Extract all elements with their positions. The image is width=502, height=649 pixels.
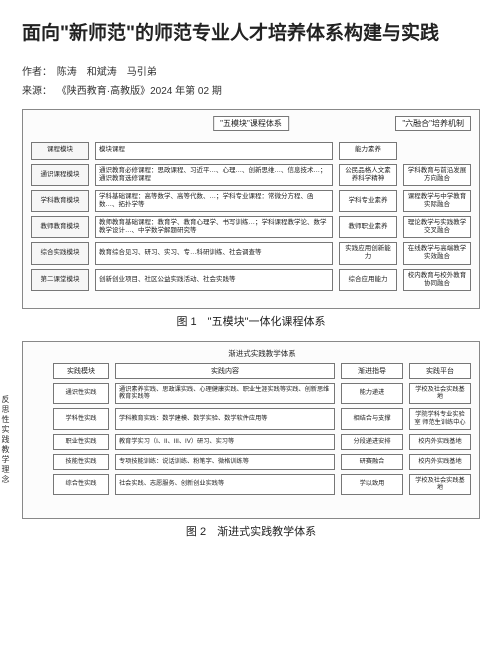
fig1-row-right: 学科教育与前沿发展方向融合 <box>403 164 471 186</box>
figure-2-box: 渐进式实践教学体系 实践模块 实践内容 渐进指导 实践平台 通识性实践通识素养实… <box>22 341 480 519</box>
fig2-row-c3: 学以致用 <box>341 474 403 496</box>
fig2-side-label: 反思性实践教学理念 <box>0 395 11 485</box>
fig1-row-c3: 公民品格人文素养科学精神 <box>339 164 397 186</box>
fig1-row-left: 教师教育模块 <box>31 216 89 238</box>
fig2-row-mid: 社会实践、志愿服务、创新创业实践等 <box>115 474 335 496</box>
fig2-row-right: 学院学科专业实验室 师范生训练中心 <box>409 408 471 430</box>
fig2-hdr-0: 实践模块 <box>53 363 109 379</box>
fig2-hdr-1: 实践内容 <box>115 363 335 379</box>
fig1-row-left: 第二课堂模块 <box>31 269 89 291</box>
source-label: 来源： <box>22 86 52 97</box>
fig1-row-mid: 学科基础课程：高等数学、高等代数、…；学科专业课程：常微分方程、函数…、拓扑学等 <box>95 190 333 212</box>
figure-2: 反思性实践教学理念 渐进式实践教学体系 实践模块 实践内容 渐进指导 实践平台 … <box>22 341 480 539</box>
fig1-row-mid: 教师教育基础课程：教育学、教育心理学、书写训练…；学科课程教学论、数学教学设计…… <box>95 216 333 238</box>
fig2-row-mid: 教育学实习（I、II、III、IV）研习、实习等 <box>115 434 335 450</box>
fig1-row-c3: 学科专业素养 <box>339 190 397 212</box>
fig1-row-c3: 综合应用能力 <box>339 269 397 291</box>
authors-value: 陈涛 和斌涛 马引弟 <box>57 67 157 78</box>
fig2-row-left: 技能性实践 <box>53 454 109 470</box>
fig1-row-mid: 教育综合见习、研习、实习、专…科研训练、社会调查等 <box>95 242 333 264</box>
page-title: 面向"新师范"的师范专业人才培养体系构建与实践 <box>22 20 480 49</box>
fig1-row-c3: 教师职业素养 <box>339 216 397 238</box>
fig2-row-right: 学校及社会实践基地 <box>409 474 471 496</box>
authors-line: 作者： 陈涛 和斌涛 马引弟 <box>22 63 480 78</box>
fig2-row-c3: 能力递进 <box>341 383 403 405</box>
fig2-row-left: 职业性实践 <box>53 434 109 450</box>
fig2-row-mid: 专项技能训练：说话训练、粉笔字、微格训练等 <box>115 454 335 470</box>
fig2-row-c3: 研赛融合 <box>341 454 403 470</box>
figure-1-box: "五模块"课程体系 "六融合"培养机制 课程模块模块课程能力素养通识课程模块通识… <box>22 109 480 309</box>
fig2-grid: 通识性实践通识素养实践、思政课实践、心理健康实践、职业生涯实践等实践、创新思维教… <box>53 383 471 496</box>
fig2-row-c3: 分段递进安排 <box>341 434 403 450</box>
fig2-row-mid: 学科教育实践：数学建模、数学实验、数学软件应用等 <box>115 408 335 430</box>
fig1-row-left: 课程模块 <box>31 142 89 160</box>
figure-1-caption: 图 1 "五模块"一体化课程体系 <box>22 313 480 329</box>
fig2-row-right: 校内外实践基地 <box>409 434 471 450</box>
figure-1: "五模块"课程体系 "六融合"培养机制 课程模块模块课程能力素养通识课程模块通识… <box>22 109 480 329</box>
fig2-header-row: 实践模块 实践内容 渐进指导 实践平台 <box>53 363 471 379</box>
fig1-row-left: 综合实践模块 <box>31 242 89 264</box>
fig1-row-left: 通识课程模块 <box>31 164 89 186</box>
fig1-row-c3: 能力素养 <box>339 142 397 160</box>
fig2-row-right: 学校及社会实践基地 <box>409 383 471 405</box>
fig1-row-right: 理论教学与实践教学交叉融合 <box>403 216 471 238</box>
fig1-grid: 课程模块模块课程能力素养通识课程模块通识教育必修课程：思政课程、习近平…、心理…… <box>31 142 471 291</box>
fig2-row-left: 学科性实践 <box>53 408 109 430</box>
fig2-row-c3: 相结合与支撑 <box>341 408 403 430</box>
fig2-row-right: 校内外实践基地 <box>409 454 471 470</box>
fig2-hdr-3: 实践平台 <box>409 363 471 379</box>
fig2-hdr-2: 渐进指导 <box>341 363 403 379</box>
fig1-row-mid: 模块课程 <box>95 142 333 160</box>
fig1-row-mid: 通识教育必修课程：思政课程、习近平…、心理…、创新思维…、信息技术…；通识教育选… <box>95 164 333 186</box>
fig1-header: "五模块"课程体系 "六融合"培养机制 <box>31 116 471 138</box>
source-value: 《陕西教育·高教版》2024 年第 02 期 <box>57 86 222 97</box>
fig1-row-right: 在线教学与高端教学实效融合 <box>403 242 471 264</box>
fig1-header-right: "六融合"培养机制 <box>395 116 471 131</box>
source-line: 来源： 《陕西教育·高教版》2024 年第 02 期 <box>22 82 480 97</box>
fig1-row-mid: 创新创业项目、社区公益实践活动、社会实践等 <box>95 269 333 291</box>
fig1-row-right: 课程教学与中学教育实际融合 <box>403 190 471 212</box>
authors-label: 作者： <box>22 67 52 78</box>
fig1-row-c3: 实践应用创新能力 <box>339 242 397 264</box>
fig1-row-left: 学科教育模块 <box>31 190 89 212</box>
fig2-row-left: 综合性实践 <box>53 474 109 496</box>
fig2-top-title: 渐进式实践教学体系 <box>53 348 471 359</box>
fig1-row-right: 校内教育与校外教育协同融合 <box>403 269 471 291</box>
fig2-row-mid: 通识素养实践、思政课实践、心理健康实践、职业生涯实践等实践、创新思维教育实践等 <box>115 383 335 405</box>
fig1-header-center: "五模块"课程体系 <box>213 116 289 131</box>
figure-2-caption: 图 2 渐进式实践教学体系 <box>22 523 480 539</box>
fig2-row-left: 通识性实践 <box>53 383 109 405</box>
